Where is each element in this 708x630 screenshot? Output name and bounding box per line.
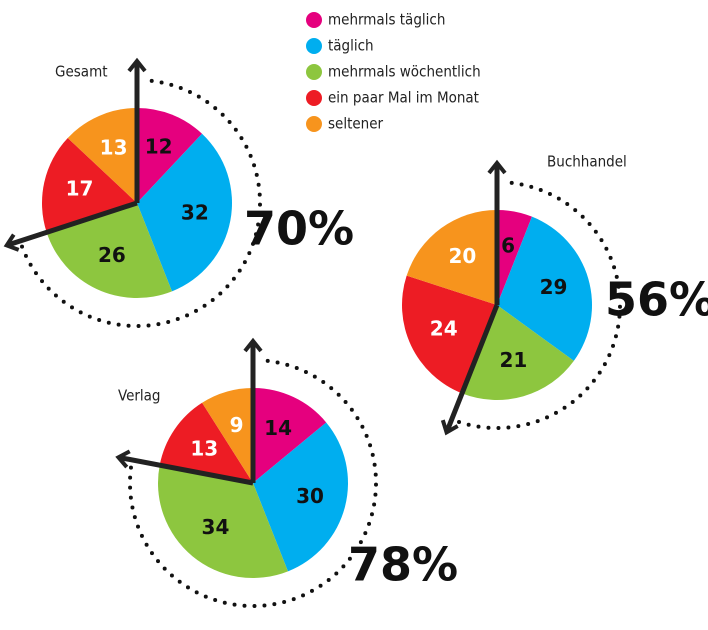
pie-slice	[497, 216, 593, 361]
arrow	[3, 200, 138, 252]
pie-slice	[406, 210, 497, 305]
pie: 14 30 34 13 9	[157, 388, 348, 579]
slice-label: 26	[98, 243, 126, 267]
slice-label: 12	[145, 135, 173, 159]
slice-label: 24	[430, 317, 458, 341]
slice-label: 6	[501, 234, 515, 258]
legend-swatch	[306, 90, 322, 106]
slice-label: 34	[202, 515, 230, 539]
pie-slice	[497, 210, 532, 305]
slice-label: 13	[190, 436, 218, 460]
legend-label: täglich	[328, 37, 374, 55]
dotted-arc	[128, 358, 378, 608]
share-annotation: 70%	[244, 202, 354, 256]
slice-label: 9	[230, 413, 244, 437]
pie-slice	[137, 108, 203, 203]
dotted-arc	[449, 180, 622, 430]
slice-label: 13	[100, 135, 128, 159]
legend-label: ein paar Mal im Monat	[328, 89, 479, 107]
share-annotation: 56%	[605, 273, 708, 327]
pie-slice	[253, 422, 348, 572]
arrow	[440, 304, 500, 436]
slice-label: 30	[296, 484, 324, 508]
legend-swatch	[306, 12, 322, 28]
pie-slice	[46, 203, 172, 298]
pie-slice	[157, 465, 288, 579]
slice-label: 14	[264, 416, 292, 440]
legend-label: mehrmals täglich	[328, 11, 445, 29]
pie-slice	[253, 388, 327, 483]
pie-slice	[159, 402, 253, 483]
pie-slice	[137, 133, 232, 292]
pie-slice	[202, 388, 253, 483]
pie-title: Gesamt	[55, 63, 108, 81]
slice-label: 32	[181, 201, 209, 225]
pie-title: Verlag	[118, 387, 161, 405]
pie-slice	[67, 108, 137, 203]
pie-title: Buchhandel	[547, 153, 627, 171]
arrow	[115, 449, 254, 486]
legend-label: mehrmals wöchentlich	[328, 63, 481, 81]
slice-label: 29	[540, 275, 568, 299]
slice-label: 17	[66, 177, 94, 201]
legend-swatch	[306, 116, 322, 132]
slice-label: 21	[500, 348, 528, 372]
legend-swatch	[306, 38, 322, 54]
legend-swatch	[306, 64, 322, 80]
legend-label: seltener	[328, 115, 384, 133]
slice-label: 20	[448, 244, 476, 268]
share-annotation: 78%	[348, 538, 458, 592]
dotted-arc	[18, 78, 262, 328]
